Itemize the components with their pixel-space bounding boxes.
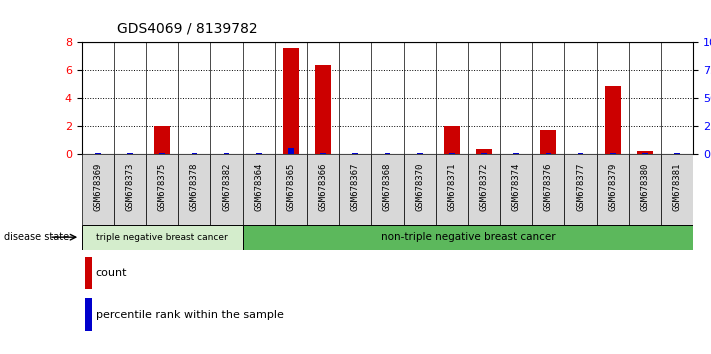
Bar	[533, 154, 565, 225]
Text: GSM678379: GSM678379	[609, 162, 617, 211]
Bar	[540, 130, 557, 154]
Text: GSM678368: GSM678368	[383, 162, 392, 211]
Text: percentile rank within the sample: percentile rank within the sample	[95, 310, 284, 320]
Bar	[210, 154, 242, 225]
Bar	[476, 149, 492, 154]
Text: GSM678375: GSM678375	[158, 162, 166, 211]
Bar	[283, 48, 299, 154]
Text: GSM678365: GSM678365	[287, 162, 296, 211]
Text: GSM678381: GSM678381	[673, 162, 682, 211]
Text: GSM678369: GSM678369	[93, 162, 102, 211]
Text: GSM678380: GSM678380	[641, 162, 649, 211]
Text: triple negative breast cancer: triple negative breast cancer	[97, 233, 228, 242]
Bar	[82, 154, 114, 225]
Bar	[315, 65, 331, 154]
Bar	[159, 153, 165, 154]
Text: GSM678372: GSM678372	[479, 162, 488, 211]
Text: GSM678373: GSM678373	[126, 162, 134, 211]
Bar	[127, 153, 133, 154]
Bar	[468, 154, 500, 225]
Bar	[565, 154, 597, 225]
Bar	[178, 154, 210, 225]
Bar	[417, 153, 422, 154]
Text: non-triple negative breast cancer: non-triple negative breast cancer	[380, 232, 555, 242]
Bar	[449, 153, 455, 154]
Bar	[385, 153, 390, 154]
Bar	[481, 153, 487, 154]
Text: GSM678377: GSM678377	[576, 162, 585, 211]
Bar	[500, 154, 533, 225]
Bar	[339, 154, 371, 225]
Bar	[661, 154, 693, 225]
Bar	[353, 153, 358, 154]
Text: GSM678378: GSM678378	[190, 162, 199, 211]
Bar	[436, 154, 468, 225]
Bar	[224, 153, 230, 154]
Bar	[404, 154, 436, 225]
Text: GSM678370: GSM678370	[415, 162, 424, 211]
Bar	[275, 154, 307, 225]
Bar	[320, 153, 326, 154]
Bar	[288, 148, 294, 154]
Bar	[85, 257, 92, 290]
Bar	[371, 154, 404, 225]
Bar	[114, 154, 146, 225]
Text: count: count	[95, 268, 127, 278]
Bar	[82, 225, 242, 250]
Bar	[578, 153, 584, 154]
Bar	[191, 153, 197, 154]
Text: GSM678376: GSM678376	[544, 162, 553, 211]
Bar	[256, 153, 262, 154]
Bar	[242, 225, 693, 250]
Bar	[95, 153, 101, 154]
Bar	[674, 153, 680, 154]
Bar	[154, 126, 170, 154]
Text: GSM678364: GSM678364	[255, 162, 263, 211]
Bar	[642, 153, 648, 154]
Bar	[637, 151, 653, 154]
Bar	[444, 126, 460, 154]
Bar	[605, 86, 621, 154]
Bar	[513, 153, 519, 154]
Bar	[597, 154, 629, 225]
Text: GSM678382: GSM678382	[222, 162, 231, 211]
Text: GSM678371: GSM678371	[447, 162, 456, 211]
Bar	[85, 298, 92, 331]
Bar	[610, 153, 616, 154]
Text: GSM678374: GSM678374	[512, 162, 520, 211]
Bar	[629, 154, 661, 225]
Text: GDS4069 / 8139782: GDS4069 / 8139782	[117, 21, 258, 35]
Bar	[242, 154, 275, 225]
Text: GSM678366: GSM678366	[319, 162, 328, 211]
Text: disease state: disease state	[4, 232, 69, 242]
Bar	[307, 154, 339, 225]
Text: GSM678367: GSM678367	[351, 162, 360, 211]
Bar	[146, 154, 178, 225]
Bar	[545, 153, 551, 154]
